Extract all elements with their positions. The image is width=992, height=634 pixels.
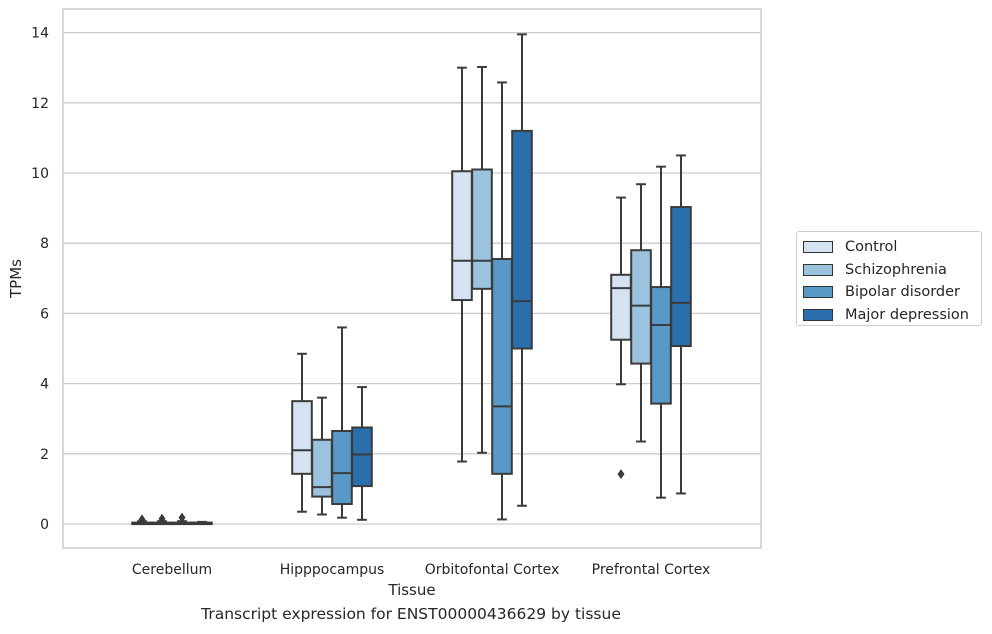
- box-1-3: [351, 386, 373, 521]
- box-1-0: [291, 352, 313, 513]
- legend-item: Major depression: [803, 304, 981, 327]
- box-2-1: [471, 65, 493, 454]
- box-iqr: [471, 168, 493, 290]
- box-iqr: [491, 257, 513, 475]
- legend-item: Control: [803, 236, 981, 259]
- x-tick-label: Hipppocampus: [280, 562, 385, 578]
- box-iqr: [331, 429, 353, 505]
- y-tick-label: 10: [31, 166, 49, 182]
- y-tick-label: 2: [40, 447, 49, 463]
- outlier-point: [158, 513, 166, 524]
- box-2-2: [491, 81, 513, 521]
- y-tick-label: 14: [31, 26, 49, 42]
- box-0-3: [191, 520, 213, 526]
- box-2-0: [451, 66, 473, 463]
- y-tick-label: 0: [40, 517, 49, 533]
- box-2-3: [511, 33, 533, 507]
- box-iqr: [351, 426, 373, 488]
- box-0-2: [171, 512, 193, 526]
- outlier-point: [138, 514, 146, 525]
- box-3-1: [630, 183, 652, 443]
- chart-caption: Transcript expression for ENST0000043662…: [201, 605, 621, 623]
- box-3-2: [650, 165, 672, 499]
- box-iqr: [511, 129, 533, 350]
- box-3-3: [670, 154, 692, 495]
- legend-swatch: [803, 308, 833, 321]
- box-iqr: [610, 273, 632, 341]
- legend-item: Bipolar disorder: [803, 281, 981, 304]
- legend-swatch: [803, 286, 833, 299]
- box-iqr: [650, 286, 672, 405]
- box-plot-marks: [131, 33, 692, 526]
- box-1-2: [331, 326, 353, 519]
- x-tick-label: Cerebellum: [132, 562, 212, 578]
- legend-swatch: [803, 263, 833, 276]
- y-tick-label: 6: [40, 306, 49, 322]
- x-tick-labels: Cerebellum Hipppocampus Orbitofontal Corte…: [132, 562, 710, 578]
- box-iqr: [630, 249, 652, 365]
- y-tick-label: 8: [40, 236, 49, 252]
- legend: Control Schizophrenia Bipolar disorder Majo…: [796, 231, 982, 326]
- x-tick-label: Orbitofontal Cortex: [425, 562, 560, 578]
- box-3-0: [610, 196, 632, 480]
- legend-label: Schizophrenia: [845, 261, 947, 278]
- box-iqr: [670, 206, 692, 348]
- legend-swatch: [803, 241, 833, 254]
- y-tick-label: 4: [40, 377, 49, 393]
- y-axis-label: TPMs: [7, 259, 25, 299]
- grid-lines: [63, 31, 761, 525]
- y-tick-label: 12: [31, 96, 49, 112]
- legend-label: Control: [845, 239, 898, 256]
- plot-frame: [62, 8, 762, 549]
- box-1-1: [311, 396, 333, 516]
- legend-item: Schizophrenia: [803, 259, 981, 282]
- outlier-point: [617, 469, 625, 480]
- legend-label: Major depression: [845, 306, 969, 323]
- box-0-0: [131, 514, 153, 526]
- y-tick-labels: 0 2 4 6 8 10 12 14: [31, 26, 49, 533]
- x-axis-label: Tissue: [387, 581, 435, 599]
- box-iqr: [451, 170, 473, 302]
- x-tick-label: Prefrontal Cortex: [592, 562, 711, 578]
- box-0-1: [151, 513, 173, 526]
- outlier-point: [178, 512, 186, 523]
- legend-label: Bipolar disorder: [845, 284, 960, 301]
- box-iqr: [291, 400, 313, 475]
